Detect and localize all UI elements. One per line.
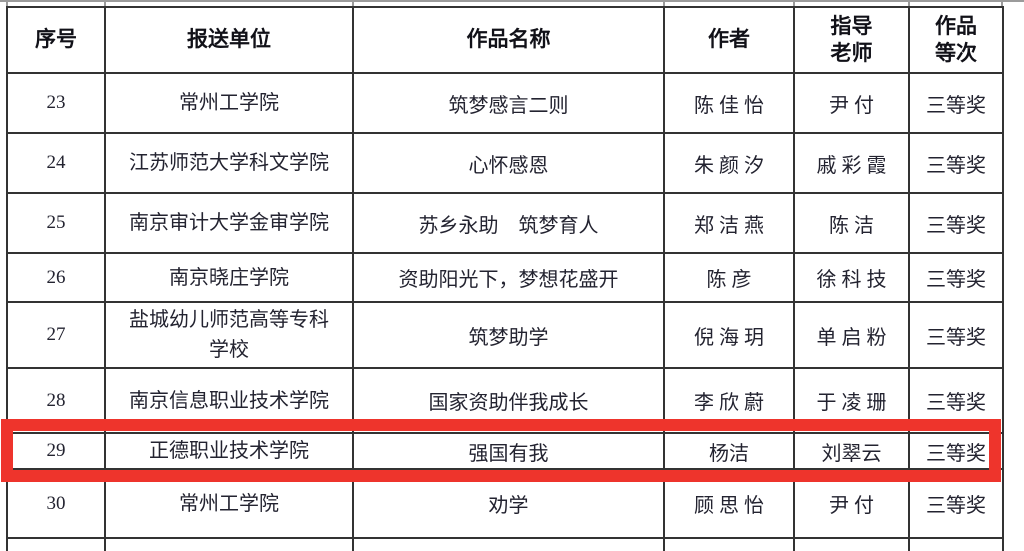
highlighted-table-row: 29 正德职业技术学院 强国有我 杨洁 刘翠云 三等奖 [6, 432, 1004, 470]
cell-author [663, 537, 795, 551]
cell-teacher [793, 537, 910, 551]
column-header-unit: 报送单位 [104, 6, 354, 74]
cell-title: 劝学 [352, 468, 665, 539]
table-row: 24 江苏师范大学科文学院 心怀感恩朱 颜 汐戚 彩 霞三等奖 [6, 132, 1004, 194]
cell-no: 23 [6, 72, 106, 134]
cell-unit: 常州工学院 [104, 72, 354, 134]
cell-grade: 三等奖 [908, 432, 1004, 470]
cell-grade: 三等奖 [908, 468, 1004, 539]
previous-row-border-artifact [0, 0, 1024, 2]
cell-teacher: 单 启 粉 [793, 301, 910, 369]
cell-author: 倪 海 玥 [663, 301, 795, 369]
cell-unit: 南京审计大学金审学院 [104, 192, 354, 254]
cell-no: 26 [6, 252, 106, 303]
table-row: 30 常州工学院 劝学顾 思 怡尹 付三等奖 [6, 468, 1004, 539]
cell-teacher: 戚 彩 霞 [793, 132, 910, 194]
cell-grade [908, 537, 1004, 551]
cell-no: 29 [6, 432, 106, 470]
table-row: 26 南京晓庄学院 资助阳光下，梦想花盛开陈 彦徐 科 技三等奖 [6, 252, 1004, 303]
column-header-teacher: 指导 老师 [793, 6, 910, 74]
table-row: 28 南京信息职业技术学院 国家资助伴我成长李 欣 蔚于 凌 珊三等奖 [6, 367, 1004, 434]
cell-no: 28 [6, 367, 106, 434]
cell-author: 陈 彦 [663, 252, 795, 303]
cell-no: 30 [6, 468, 106, 539]
cell-author: 郑 洁 燕 [663, 192, 795, 254]
cell-title: 苏乡永助 筑梦育人 [352, 192, 665, 254]
cell-unit: 南京信息职业技术学院 [104, 367, 354, 434]
header-row: 序号 报送单位 作品名称 作者 指导 老师 作品 等次 [6, 6, 1004, 74]
cell-title: 筑梦助学 [352, 301, 665, 369]
previous-row-divider-artifact [352, 0, 354, 7]
cell-author: 朱 颜 汐 [663, 132, 795, 194]
cell-teacher: 尹 付 [793, 468, 910, 539]
cell-teacher: 刘翠云 [793, 432, 910, 470]
cell-title: 心怀感恩 [352, 132, 665, 194]
previous-row-divider-artifact [104, 0, 106, 7]
previous-row-divider-artifact [1001, 0, 1003, 7]
cell-teacher: 徐 科 技 [793, 252, 910, 303]
cell-no: 24 [6, 132, 106, 194]
cell-grade: 三等奖 [908, 72, 1004, 134]
cell-grade: 三等奖 [908, 132, 1004, 194]
cell-unit: 南京晓庄学院 [104, 252, 354, 303]
cell-grade: 三等奖 [908, 367, 1004, 434]
cell-unit: 常州工学院 [104, 468, 354, 539]
cell-author: 李 欣 蔚 [663, 367, 795, 434]
cell-unit: 江苏师范大学科文学院 [104, 132, 354, 194]
cell-author: 顾 思 怡 [663, 468, 795, 539]
cell-no: 25 [6, 192, 106, 254]
cell-title: 强国有我 [352, 432, 665, 470]
previous-row-divider-artifact [6, 0, 8, 7]
column-header-grade: 作品 等次 [908, 6, 1004, 74]
previous-row-divider-artifact [908, 0, 910, 7]
table-row [6, 537, 1004, 551]
cell-unit [104, 537, 354, 551]
cell-teacher: 陈 洁 [793, 192, 910, 254]
table-row: 27 盐城幼儿师范高等专科学校 筑梦助学倪 海 玥单 启 粉三等奖 [6, 301, 1004, 369]
previous-row-divider-artifact [663, 0, 665, 7]
cell-grade: 三等奖 [908, 252, 1004, 303]
cell-title: 筑梦感言二则 [352, 72, 665, 134]
table-row: 25 南京审计大学金审学院 苏乡永助 筑梦育人郑 洁 燕陈 洁三等奖 [6, 192, 1004, 254]
award-results-table: 序号 报送单位 作品名称 作者 指导 老师 作品 等次 23 常州工学院 筑梦感言二则陈 佳 … [6, 6, 1004, 551]
cell-grade: 三等奖 [908, 301, 1004, 369]
cell-title: 资助阳光下，梦想花盛开 [352, 252, 665, 303]
column-header-no: 序号 [6, 6, 106, 74]
column-header-title: 作品名称 [352, 6, 665, 74]
cell-no: 27 [6, 301, 106, 369]
table-row: 23 常州工学院 筑梦感言二则陈 佳 怡尹 付三等奖 [6, 72, 1004, 134]
cell-author: 陈 佳 怡 [663, 72, 795, 134]
cell-unit: 盐城幼儿师范高等专科学校 [104, 301, 354, 369]
cell-teacher: 尹 付 [793, 72, 910, 134]
cell-author: 杨洁 [663, 432, 795, 470]
cell-title [352, 537, 665, 551]
cell-teacher: 于 凌 珊 [793, 367, 910, 434]
cell-title: 国家资助伴我成长 [352, 367, 665, 434]
cell-grade: 三等奖 [908, 192, 1004, 254]
previous-row-divider-artifact [793, 0, 795, 7]
cell-unit: 正德职业技术学院 [104, 432, 354, 470]
cell-no [6, 537, 106, 551]
column-header-author: 作者 [663, 6, 795, 74]
